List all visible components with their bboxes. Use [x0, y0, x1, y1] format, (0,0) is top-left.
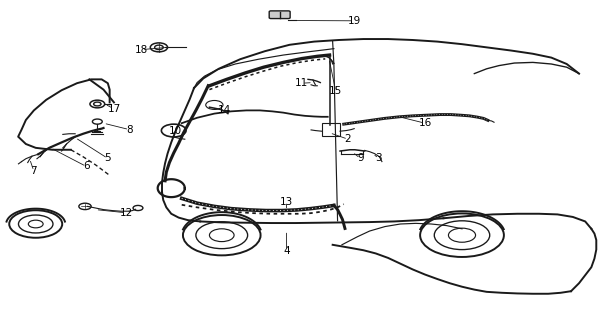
- Bar: [322, 123, 340, 136]
- Text: 16: 16: [418, 118, 432, 128]
- Text: 14: 14: [218, 105, 232, 116]
- Text: 10: 10: [169, 126, 182, 136]
- Text: 2: 2: [345, 134, 351, 144]
- Text: 13: 13: [280, 196, 293, 207]
- Text: 19: 19: [347, 16, 361, 26]
- Text: 12: 12: [120, 208, 133, 218]
- Text: 4: 4: [283, 246, 290, 256]
- Text: 5: 5: [105, 153, 111, 164]
- FancyBboxPatch shape: [269, 11, 290, 19]
- Text: 8: 8: [126, 124, 132, 135]
- Text: 9: 9: [357, 153, 363, 164]
- Text: 11: 11: [295, 78, 309, 88]
- Text: 15: 15: [329, 86, 342, 96]
- Text: 17: 17: [107, 104, 121, 114]
- Text: 3: 3: [376, 153, 382, 164]
- Text: 7: 7: [31, 166, 37, 176]
- Text: 6: 6: [83, 161, 89, 172]
- Text: 18: 18: [135, 44, 148, 55]
